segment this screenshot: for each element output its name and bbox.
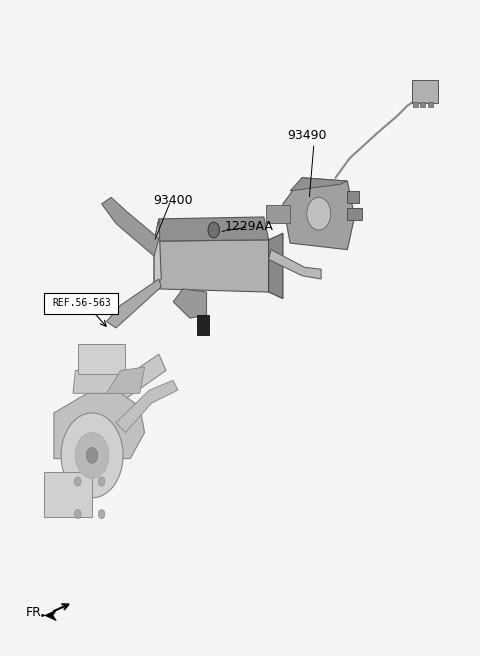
- Circle shape: [98, 477, 105, 486]
- Text: 1229AA: 1229AA: [225, 220, 274, 234]
- Bar: [348, 209, 362, 220]
- Polygon shape: [54, 394, 144, 459]
- Polygon shape: [154, 219, 161, 289]
- Polygon shape: [116, 380, 178, 432]
- Polygon shape: [107, 367, 144, 394]
- Polygon shape: [269, 250, 321, 279]
- Circle shape: [61, 413, 123, 498]
- Text: FR.: FR.: [25, 605, 45, 619]
- Polygon shape: [283, 178, 355, 250]
- Polygon shape: [290, 178, 348, 191]
- Circle shape: [74, 477, 81, 486]
- Text: REF.56-563: REF.56-563: [52, 298, 111, 308]
- Polygon shape: [154, 240, 269, 292]
- Bar: [413, 102, 418, 107]
- Bar: [348, 191, 360, 203]
- Bar: [44, 472, 92, 518]
- Circle shape: [307, 197, 331, 230]
- Polygon shape: [269, 234, 283, 298]
- Bar: [266, 205, 290, 224]
- FancyBboxPatch shape: [44, 293, 118, 314]
- Bar: [428, 102, 433, 107]
- Polygon shape: [154, 217, 269, 241]
- Polygon shape: [107, 279, 161, 328]
- Circle shape: [86, 447, 98, 463]
- Text: 93400: 93400: [154, 194, 193, 207]
- Bar: [78, 344, 125, 374]
- Bar: [420, 102, 425, 107]
- Circle shape: [98, 510, 105, 519]
- Text: 93490: 93490: [287, 129, 326, 142]
- Polygon shape: [173, 289, 206, 318]
- Polygon shape: [78, 354, 166, 427]
- Bar: [197, 315, 209, 335]
- Polygon shape: [102, 197, 159, 256]
- Circle shape: [75, 432, 109, 478]
- Polygon shape: [73, 371, 123, 394]
- Bar: [412, 80, 438, 102]
- Circle shape: [208, 222, 219, 238]
- Polygon shape: [42, 610, 56, 621]
- Circle shape: [74, 510, 81, 519]
